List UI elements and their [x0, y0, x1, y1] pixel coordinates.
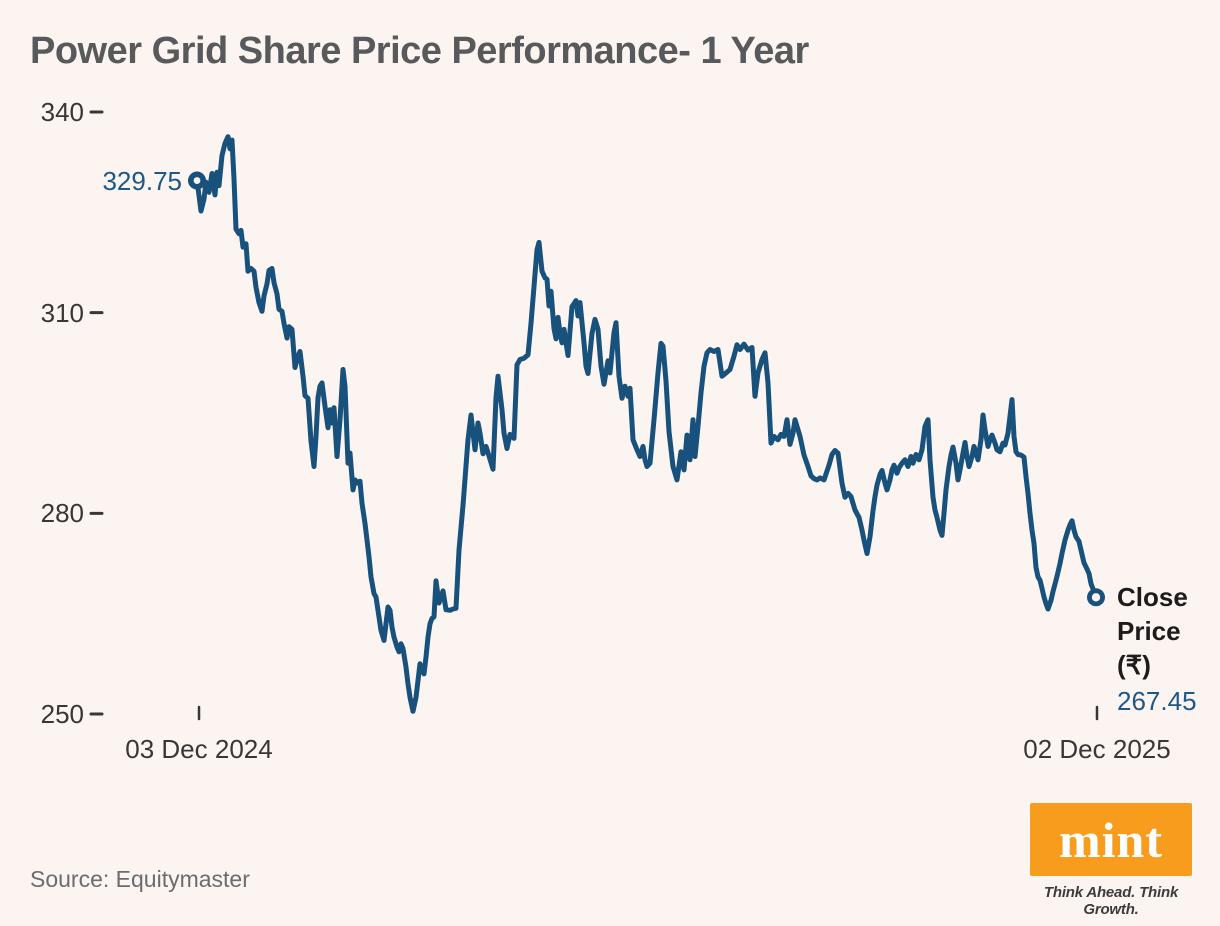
- y-axis-label: 280: [40, 498, 84, 529]
- end-marker-hole: [1091, 593, 1101, 602]
- x-axis-label-start: 03 Dec 2024: [125, 734, 273, 764]
- price-line: [194, 134, 1099, 714]
- close-price-currency: (₹): [1117, 650, 1151, 680]
- close-price-word: Close: [1117, 582, 1188, 612]
- mint-tagline: Think Ahead. Think Growth.: [1043, 884, 1179, 918]
- source-note: Source: Equitymaster: [30, 866, 250, 892]
- x-axis-label-end: 02 Dec 2025: [1023, 734, 1171, 764]
- y-axis-label: 340: [40, 97, 84, 127]
- x-axis-ticks: [197, 705, 1099, 721]
- close-price-word: Price: [1117, 616, 1181, 646]
- close-price-annotation: Close Price (₹) 267.45: [1117, 580, 1217, 717]
- mint-logo: mint: [1030, 803, 1192, 876]
- y-axis-ticks: [89, 110, 104, 716]
- y-axis-label: 310: [40, 297, 84, 328]
- page-title: Power Grid Share Price Performance- 1 Ye…: [30, 30, 809, 72]
- start-value-label: 329.75: [102, 166, 182, 196]
- mint-wordmark: mint: [1059, 811, 1163, 868]
- start-marker-hole: [193, 177, 201, 184]
- y-axis-label: 250: [40, 699, 84, 729]
- close-price-value: 267.45: [1117, 686, 1197, 716]
